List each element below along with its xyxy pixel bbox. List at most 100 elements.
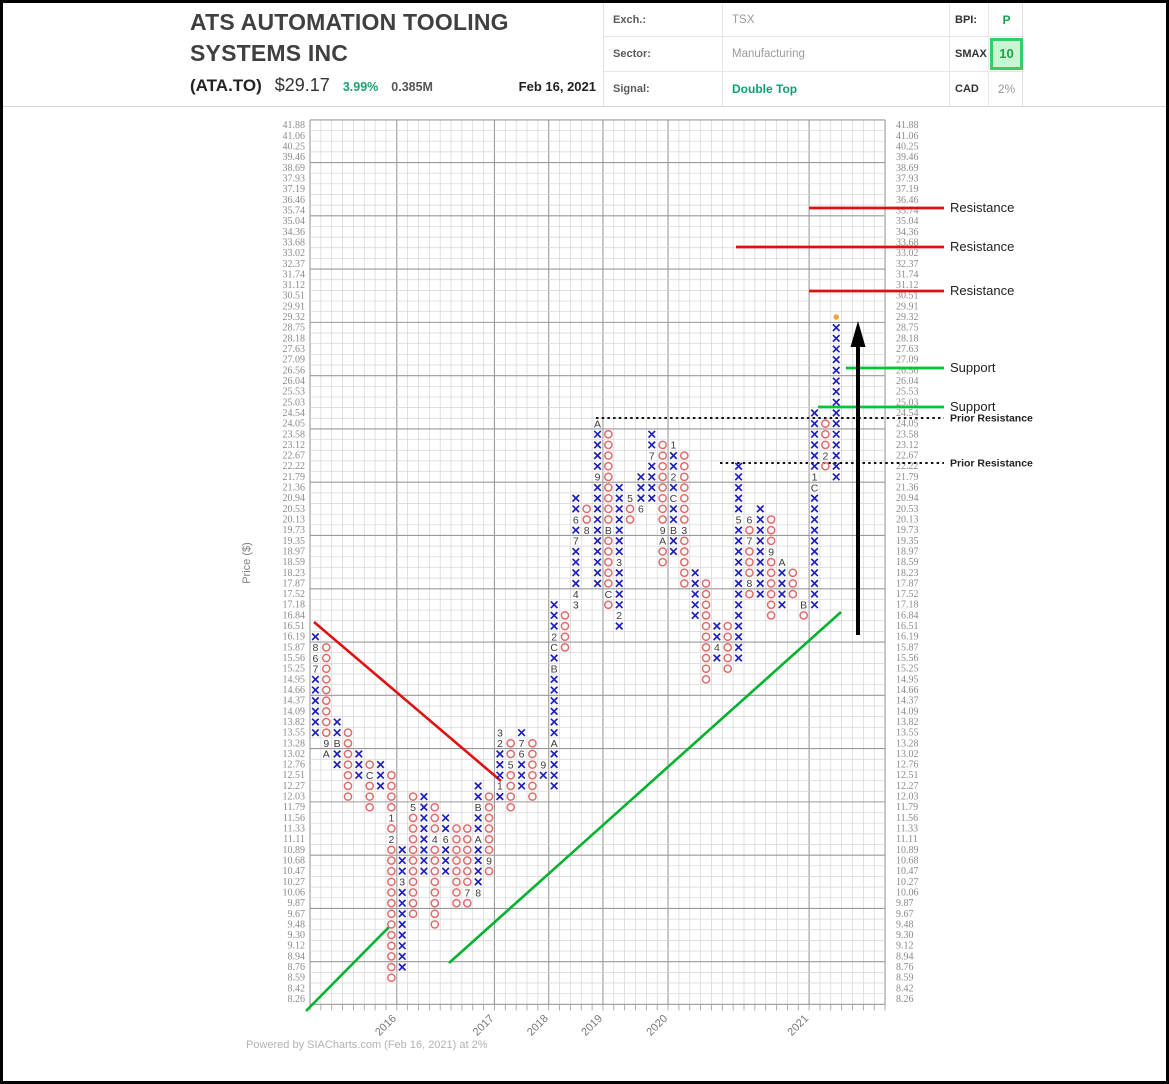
svg-text:16.19: 16.19 bbox=[283, 632, 306, 643]
pnf-column: 9 bbox=[539, 759, 548, 780]
ticker-symbol: (ATA.TO) bbox=[190, 76, 262, 95]
svg-text:24.54: 24.54 bbox=[896, 408, 919, 419]
pnf-column: B bbox=[333, 718, 342, 769]
smax-label: SMAX bbox=[949, 37, 988, 72]
company-name-line1: ATS AUTOMATION TOOLING bbox=[190, 9, 509, 35]
svg-text:28.18: 28.18 bbox=[283, 333, 306, 344]
svg-text:27.09: 27.09 bbox=[283, 355, 306, 366]
pnf-column bbox=[376, 760, 385, 790]
svg-text:14.95: 14.95 bbox=[283, 674, 306, 685]
price-axis-left: 41.8841.0640.2539.4638.6937.9337.1936.46… bbox=[283, 120, 306, 1005]
month-glyph: 5 bbox=[508, 759, 514, 771]
trend-line-down bbox=[313, 621, 502, 782]
svg-text:12.03: 12.03 bbox=[896, 792, 919, 803]
svg-text:26.56: 26.56 bbox=[896, 365, 919, 376]
year-label: 2019 bbox=[579, 1013, 605, 1039]
pnf-column: 12 bbox=[387, 770, 396, 983]
pnf-column: 2 bbox=[821, 419, 830, 471]
svg-text:14.09: 14.09 bbox=[896, 706, 919, 717]
svg-text:27.63: 27.63 bbox=[896, 344, 919, 355]
month-glyph: 7 bbox=[649, 450, 655, 462]
smax-cell: 10 bbox=[988, 37, 1024, 72]
month-glyph: A bbox=[659, 536, 666, 548]
cad-value: 2% bbox=[988, 71, 1024, 106]
pnf-column: 6 bbox=[637, 472, 645, 516]
pnf-column: 4 bbox=[430, 802, 440, 929]
chart-credit: Powered by SIACharts.com (Feb 16, 2021) … bbox=[246, 1039, 488, 1051]
svg-text:20.13: 20.13 bbox=[283, 515, 306, 526]
month-glyph: A bbox=[323, 749, 330, 761]
svg-text:36.46: 36.46 bbox=[283, 195, 306, 206]
svg-text:16.51: 16.51 bbox=[283, 621, 306, 632]
pnf-column: 32 bbox=[615, 483, 624, 630]
pnf-column: 8 bbox=[582, 504, 592, 537]
svg-text:9.87: 9.87 bbox=[288, 898, 306, 909]
pnf-column: C bbox=[365, 760, 375, 812]
month-glyph: 3 bbox=[399, 877, 405, 889]
month-glyph: 5 bbox=[410, 802, 416, 814]
month-glyph: 1 bbox=[671, 440, 677, 452]
month-glyph: A bbox=[475, 834, 482, 846]
svg-text:19.73: 19.73 bbox=[896, 525, 919, 536]
breakout-arrow bbox=[850, 321, 866, 635]
svg-text:30.51: 30.51 bbox=[283, 291, 306, 302]
exchange-label: Exch.: bbox=[604, 3, 722, 38]
year-label: 2021 bbox=[785, 1013, 811, 1039]
year-label: 2017 bbox=[471, 1013, 497, 1039]
svg-text:8.76: 8.76 bbox=[288, 962, 306, 973]
pnf-column: 3 bbox=[679, 451, 689, 588]
month-glyph: C bbox=[605, 589, 613, 601]
pnf-column: 7 bbox=[462, 824, 472, 908]
svg-text:18.97: 18.97 bbox=[283, 546, 306, 557]
title-block: ATS AUTOMATION TOOLING SYSTEMS INC bbox=[190, 7, 600, 69]
pnf-column bbox=[701, 579, 711, 684]
pnf-column: 5 bbox=[734, 462, 743, 662]
svg-text:22.22: 22.22 bbox=[896, 461, 919, 472]
svg-text:8.42: 8.42 bbox=[896, 983, 914, 994]
svg-text:25.03: 25.03 bbox=[896, 397, 919, 408]
volume: 0.385M bbox=[391, 80, 433, 94]
month-glyph: 6 bbox=[573, 514, 579, 526]
svg-text:15.56: 15.56 bbox=[283, 653, 306, 664]
month-glyph: B bbox=[334, 738, 341, 750]
svg-text:14.37: 14.37 bbox=[283, 696, 306, 707]
svg-text:12.76: 12.76 bbox=[896, 760, 919, 771]
month-glyph: 3 bbox=[497, 727, 503, 739]
svg-text:10.27: 10.27 bbox=[283, 877, 306, 888]
svg-text:11.33: 11.33 bbox=[283, 824, 305, 835]
svg-text:9.30: 9.30 bbox=[288, 930, 306, 941]
svg-text:14.66: 14.66 bbox=[896, 685, 919, 696]
month-glyph: 9 bbox=[595, 472, 601, 484]
svg-text:10.06: 10.06 bbox=[283, 887, 306, 898]
header: ATS AUTOMATION TOOLING SYSTEMS INC (ATA.… bbox=[3, 3, 1166, 107]
trend-line-up bbox=[448, 611, 842, 964]
svg-text:33.02: 33.02 bbox=[283, 248, 306, 259]
svg-text:20.13: 20.13 bbox=[896, 515, 919, 526]
resistance-label: Resistance bbox=[950, 239, 1014, 254]
svg-text:41.06: 41.06 bbox=[283, 131, 306, 142]
month-glyph: 8 bbox=[747, 578, 753, 590]
svg-text:15.56: 15.56 bbox=[896, 653, 919, 664]
month-glyph: 8 bbox=[584, 525, 590, 537]
svg-text:13.28: 13.28 bbox=[283, 738, 306, 749]
month-glyph: 6 bbox=[313, 653, 319, 665]
month-glyph: C bbox=[366, 770, 374, 782]
svg-text:11.79: 11.79 bbox=[896, 802, 918, 813]
svg-text:8.59: 8.59 bbox=[288, 973, 306, 984]
pnf-column: 76 bbox=[517, 728, 526, 790]
svg-text:23.58: 23.58 bbox=[896, 429, 919, 440]
grid-lines bbox=[309, 119, 886, 1005]
month-glyph: 7 bbox=[464, 887, 470, 899]
svg-text:11.33: 11.33 bbox=[896, 824, 918, 835]
bpi-value: P bbox=[988, 3, 1024, 38]
month-glyph: 9 bbox=[540, 759, 546, 771]
prior-resistance-label: Prior Resistance bbox=[950, 413, 1033, 425]
pnf-column bbox=[420, 792, 428, 876]
pnf-column: 2CB A bbox=[550, 600, 558, 790]
svg-text:9.48: 9.48 bbox=[288, 919, 306, 930]
svg-text:37.93: 37.93 bbox=[896, 174, 919, 185]
svg-text:31.12: 31.12 bbox=[896, 280, 919, 291]
pnf-column bbox=[691, 568, 700, 620]
year-label: 2016 bbox=[373, 1013, 399, 1039]
svg-text:40.25: 40.25 bbox=[283, 142, 306, 153]
